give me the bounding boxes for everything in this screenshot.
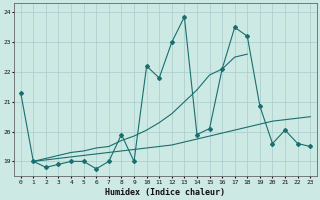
X-axis label: Humidex (Indice chaleur): Humidex (Indice chaleur)	[106, 188, 226, 197]
